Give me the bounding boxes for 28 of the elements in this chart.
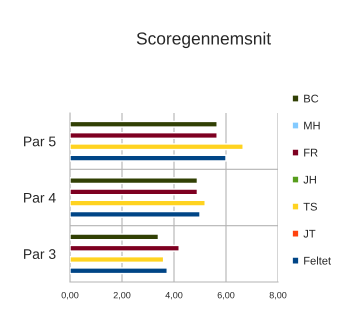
bar	[70, 233, 160, 240]
x-tick-label: 0,00	[62, 292, 78, 300]
bar	[70, 267, 168, 274]
bar	[70, 132, 218, 140]
bar	[70, 200, 206, 207]
bar	[70, 177, 198, 184]
legend-label: MH	[304, 122, 320, 130]
chart-title: Scoregennemsnit	[136, 32, 272, 48]
x-tick-label: 2,00	[114, 292, 130, 300]
y-tick-label: Par 5	[24, 136, 56, 146]
legend-label: TS	[304, 202, 317, 211]
legend-label: JT	[303, 230, 316, 238]
bar	[70, 120, 218, 128]
y-tick-label: Par 3	[24, 249, 56, 260]
bar	[70, 154, 227, 162]
legend-label: JH	[303, 176, 316, 184]
bar	[70, 244, 180, 252]
x-tick-label: 6,00	[218, 292, 234, 300]
x-tick-label: 8,00	[270, 292, 286, 300]
legend-label: Feltet	[304, 256, 331, 265]
x-tick-label: 4,00	[165, 292, 182, 300]
bar	[70, 256, 164, 263]
bar	[70, 188, 198, 196]
legend-label: FR	[304, 148, 318, 156]
y-tick-label: Par 4	[24, 192, 56, 203]
bar	[70, 143, 244, 150]
legend-label: BC	[304, 94, 318, 103]
bar	[70, 210, 201, 218]
